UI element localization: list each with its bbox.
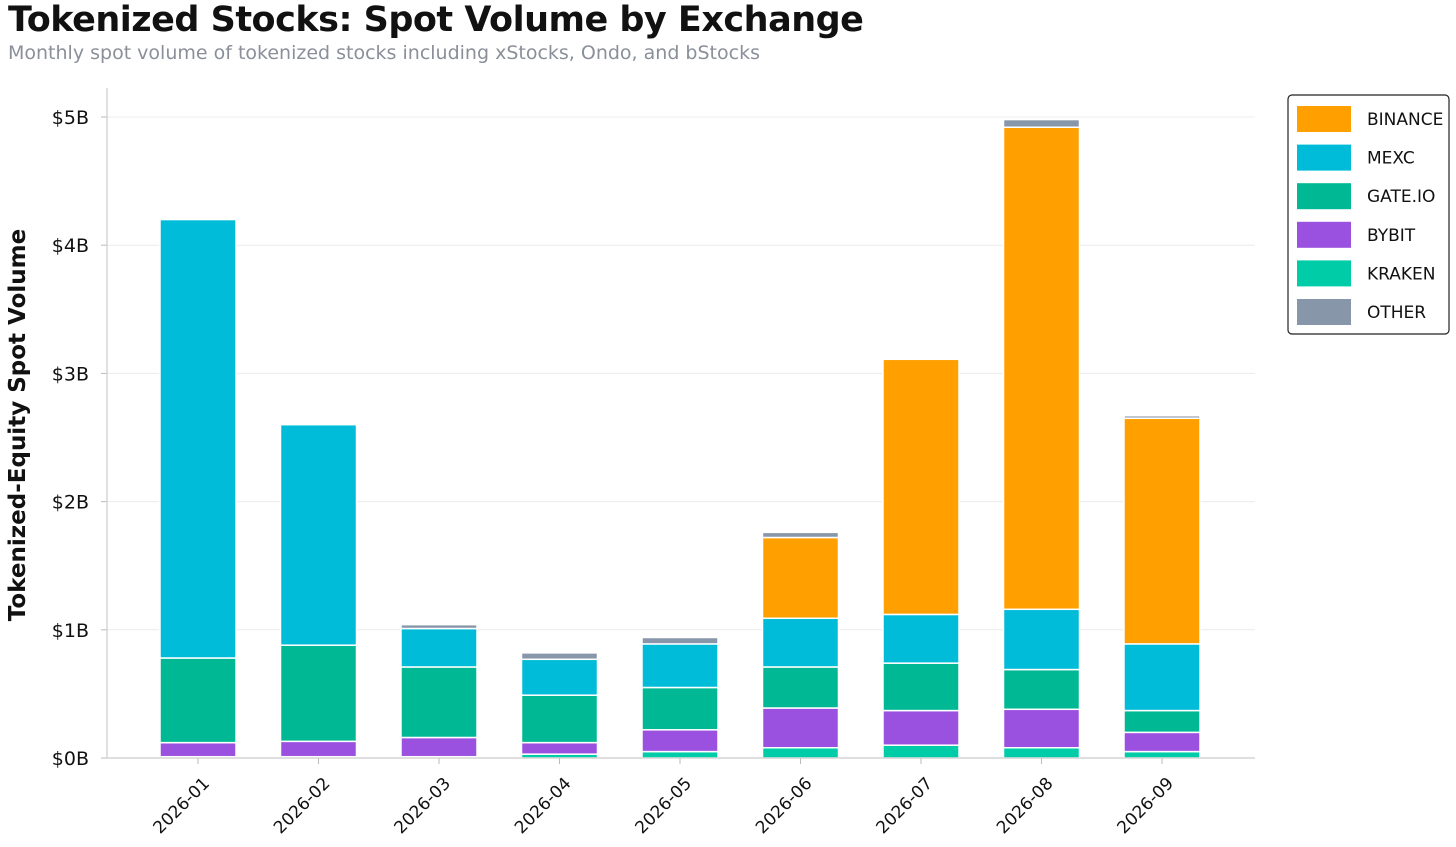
bar-segment-other — [761, 531, 840, 539]
legend-swatch-mexc — [1297, 144, 1351, 171]
bar-segment-mexc — [1123, 643, 1201, 712]
legend: BINANCE MEXC GATE.IO BYBIT KRAKEN OTHER — [1287, 94, 1450, 335]
bar-segment-other — [641, 636, 719, 645]
bar-segment-bybit — [882, 709, 960, 746]
legend-label-gate-io: GATE.IO — [1367, 187, 1435, 207]
bar-segment-mexc — [159, 218, 237, 659]
bar-segment-kraken — [882, 744, 960, 759]
bar-segment-mexc — [400, 627, 478, 668]
y-tick-label: $4B — [52, 235, 89, 257]
bar-segment-kraken — [1123, 750, 1201, 759]
legend-label-other: OTHER — [1367, 303, 1426, 323]
bar-segment-bybit — [641, 729, 719, 753]
bar-segment-mexc — [761, 617, 840, 668]
y-tick-label: $5B — [52, 107, 89, 129]
x-tick-label: 2026-02 — [270, 774, 334, 838]
bar-segment-kraken — [761, 746, 840, 759]
y-tick-label: $1B — [52, 620, 89, 642]
bar-segment-mexc — [882, 613, 960, 664]
bar-segment-mexc — [641, 643, 719, 689]
legend-label-mexc: MEXC — [1367, 149, 1415, 169]
bar-segment-kraken — [1002, 746, 1081, 759]
bar-segment-mexc — [279, 423, 358, 646]
legend-swatch-bybit — [1297, 221, 1351, 248]
bar-segment-gate-io — [761, 666, 840, 709]
bar-segment-bybit — [159, 741, 237, 758]
bar-segment-binance — [1123, 417, 1201, 645]
bar-segment-gate-io — [882, 662, 960, 712]
y-tick-label: $2B — [52, 492, 89, 514]
bar-segment-other — [400, 623, 478, 630]
bar-segment-bybit — [400, 736, 478, 758]
bar-segment-gate-io — [1002, 668, 1081, 711]
legend-swatch-kraken — [1297, 260, 1351, 287]
y-tick-label: $0B — [52, 748, 89, 770]
x-tick-label: 2026-03 — [391, 774, 455, 838]
bar-segment-bybit — [761, 707, 840, 749]
grid-lines — [107, 116, 1255, 631]
chart-title: Tokenized Stocks: Spot Volume by Exchang… — [8, 0, 864, 40]
bar-segment-gate-io — [279, 644, 358, 743]
legend-swatch-gate-io — [1297, 183, 1351, 210]
chart-subtitle: Monthly spot volume of tokenized stocks … — [8, 42, 760, 64]
bar-segment-gate-io — [641, 686, 719, 731]
bar-segment-binance — [1002, 126, 1081, 611]
bar-segment-gate-io — [159, 657, 237, 744]
bar-segment-bybit — [279, 740, 358, 758]
axes — [101, 88, 1255, 764]
bar-segment-other — [520, 652, 599, 661]
bar-segment-other — [1002, 118, 1081, 129]
bars — [159, 118, 1201, 759]
x-tick-label: 2026-01 — [150, 774, 214, 838]
x-tick-label: 2026-07 — [873, 774, 937, 838]
legend-label-bybit: BYBIT — [1367, 226, 1416, 246]
x-tick-label: 2026-04 — [511, 774, 575, 838]
legend-label-binance: BINANCE — [1367, 110, 1443, 130]
x-tick-label: 2026-09 — [1114, 774, 1178, 838]
bar-segment-bybit — [1123, 731, 1201, 753]
legend-swatch-other — [1297, 299, 1351, 325]
bar-segment-other — [1123, 414, 1201, 420]
bar-segment-kraken — [641, 750, 719, 759]
x-tick-label: 2026-05 — [632, 774, 696, 838]
bar-segment-gate-io — [1123, 709, 1201, 734]
bar-segment-bybit — [520, 741, 599, 755]
legend-label-kraken: KRAKEN — [1367, 264, 1436, 284]
y-tick-label: $3B — [52, 363, 89, 385]
x-tick-label: 2026-08 — [993, 774, 1057, 838]
bar-segment-binance — [761, 536, 840, 620]
y-axis-label: Tokenized-Equity Spot Volume — [5, 229, 31, 621]
x-tick-label: 2026-06 — [752, 774, 816, 838]
bar-segment-binance — [882, 358, 960, 616]
bar-segment-mexc — [1002, 608, 1081, 671]
legend-swatch-binance — [1297, 106, 1351, 132]
bar-segment-bybit — [1002, 708, 1081, 749]
bar-segment-gate-io — [400, 666, 478, 739]
bar-segment-gate-io — [520, 694, 599, 744]
bar-segment-mexc — [520, 658, 599, 696]
